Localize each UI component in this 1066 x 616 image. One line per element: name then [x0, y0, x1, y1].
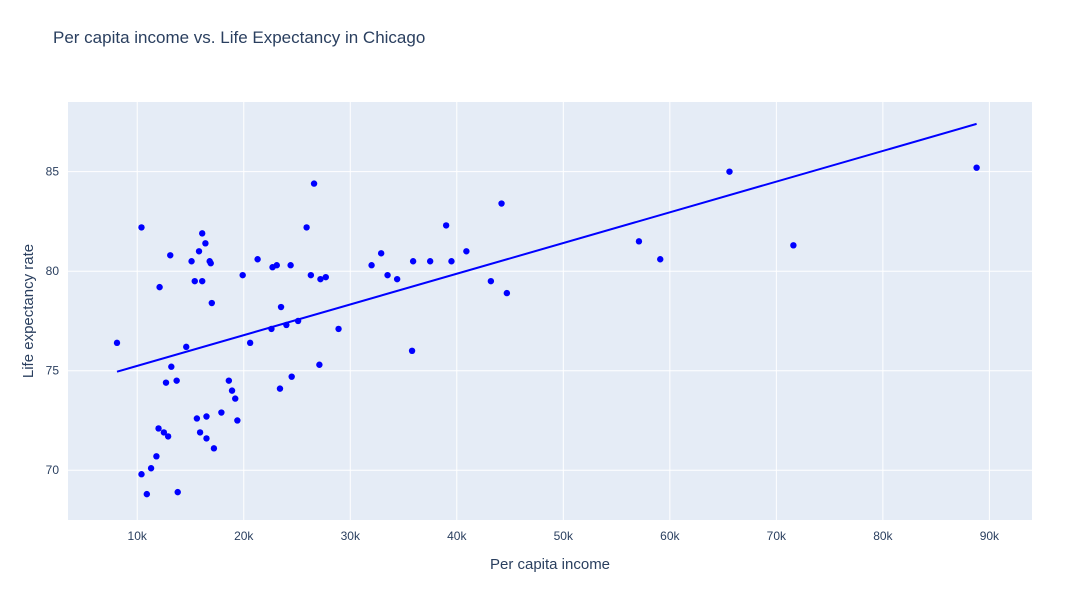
data-point: [335, 325, 342, 333]
data-point: [162, 379, 170, 386]
x-tick-label: 20k: [234, 529, 254, 543]
grid-lines: [68, 102, 1032, 520]
data-point: [384, 271, 391, 279]
data-point: [246, 339, 254, 347]
data-point: [156, 283, 163, 291]
data-point: [160, 429, 168, 436]
data-point: [203, 413, 210, 420]
trendline: [116, 122, 977, 373]
data-point: [239, 271, 246, 279]
data-point: [113, 339, 121, 347]
x-tick-label: 30k: [341, 529, 361, 543]
data-point: [167, 252, 174, 259]
data-point: [207, 260, 214, 267]
data-point: [487, 277, 495, 285]
data-point: [188, 258, 195, 265]
plot-area: [68, 102, 1032, 520]
data-point: [210, 445, 218, 452]
data-point: [174, 488, 181, 496]
data-point: [503, 289, 511, 297]
y-tick-label: 70: [46, 463, 60, 477]
data-point: [183, 343, 190, 351]
data-point: [225, 377, 233, 384]
data-point: [276, 385, 284, 392]
data-point: [234, 417, 241, 424]
x-tick-label: 50k: [554, 529, 574, 543]
chart-title: Per capita income vs. Life Expectancy in…: [53, 28, 425, 47]
y-tick-label: 85: [46, 165, 60, 179]
data-point: [173, 377, 180, 384]
data-point: [657, 256, 664, 263]
data-point: [448, 258, 455, 265]
data-point: [208, 299, 216, 307]
data-point: [409, 258, 417, 265]
data-points: [113, 164, 980, 498]
y-tick-label: 80: [46, 264, 60, 278]
data-point: [635, 238, 643, 245]
data-point: [196, 429, 204, 436]
data-point: [199, 277, 206, 285]
data-point: [294, 317, 302, 325]
data-point: [393, 275, 401, 283]
data-point: [463, 248, 470, 255]
data-point: [155, 425, 162, 432]
x-tick-label: 70k: [767, 529, 787, 543]
data-point: [273, 262, 280, 269]
data-point: [232, 395, 239, 402]
data-point: [202, 240, 209, 247]
data-point: [193, 415, 201, 422]
data-point: [288, 373, 295, 380]
data-point: [203, 435, 210, 442]
data-point: [195, 248, 203, 255]
trendline-layer: [116, 122, 977, 373]
x-tick-labels: 10k 20k 30k 40k 50k 60k 70k 80k 90k: [128, 529, 1001, 543]
data-point: [199, 230, 206, 237]
data-point: [442, 222, 450, 229]
data-point: [303, 224, 310, 231]
data-point: [726, 168, 733, 175]
data-point: [228, 387, 236, 394]
data-point: [377, 250, 385, 257]
data-point: [287, 262, 294, 269]
data-point: [147, 465, 155, 472]
data-point: [408, 347, 416, 355]
data-point: [168, 363, 175, 370]
data-point: [790, 242, 797, 249]
data-point: [164, 433, 172, 440]
data-point: [310, 180, 318, 187]
data-point: [498, 200, 505, 207]
x-tick-label: 80k: [873, 529, 893, 543]
data-point: [143, 490, 151, 498]
data-point: [322, 273, 329, 281]
data-point: [368, 262, 375, 269]
data-point: [426, 258, 434, 265]
data-point: [138, 471, 145, 478]
data-point: [268, 325, 275, 333]
x-tick-label: 90k: [980, 529, 1000, 543]
x-tick-label: 60k: [660, 529, 680, 543]
data-point: [254, 256, 261, 263]
data-point: [277, 303, 285, 311]
data-point: [138, 224, 145, 231]
y-tick-labels: 70 75 80 85: [46, 165, 60, 478]
x-tick-label: 10k: [128, 529, 148, 543]
x-tick-label: 40k: [447, 529, 467, 543]
data-point: [973, 164, 980, 171]
data-point: [316, 361, 323, 368]
y-axis-title: Life expectancy rate: [20, 244, 37, 378]
data-point: [191, 277, 198, 285]
data-point: [283, 321, 290, 329]
data-point: [153, 453, 160, 460]
data-point: [307, 271, 315, 279]
y-tick-label: 75: [46, 364, 60, 378]
data-point: [218, 409, 225, 416]
data-point: [317, 275, 324, 283]
x-axis-title: Per capita income: [490, 556, 610, 573]
